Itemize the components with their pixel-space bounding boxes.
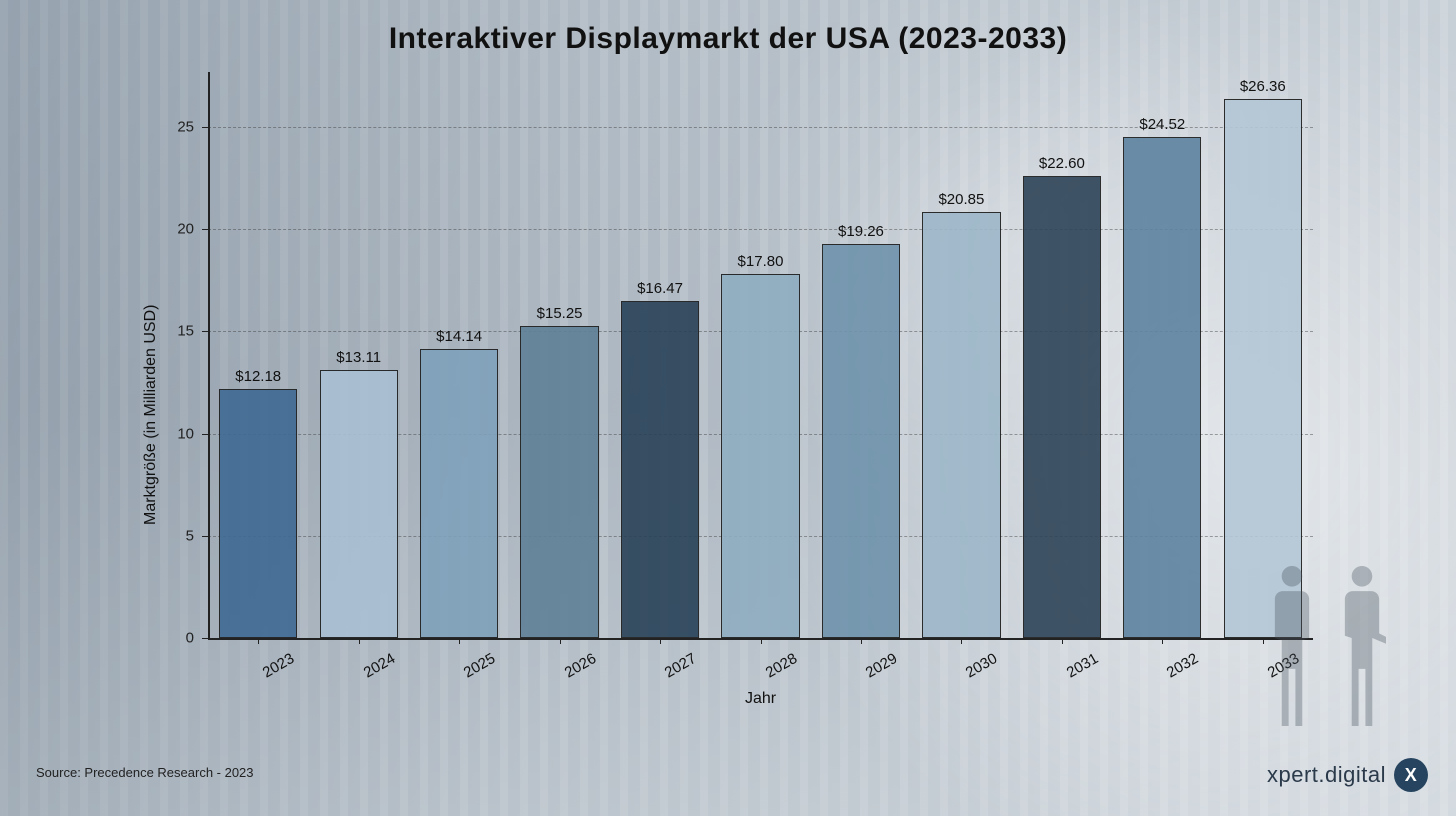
xtick-label: 2024 — [360, 650, 397, 681]
bar — [1023, 176, 1101, 638]
bar-value-label: $24.52 — [1139, 116, 1185, 133]
brand-watermark: xpert.digital X — [1267, 758, 1428, 792]
bar-value-label: $26.36 — [1240, 78, 1286, 95]
bar — [822, 244, 900, 638]
chart-stage: Interaktiver Displaymarkt der USA (2023-… — [0, 0, 1456, 816]
bar — [520, 326, 598, 638]
brand-text: xpert.digital — [1267, 762, 1386, 788]
bar-value-label: $17.80 — [738, 253, 784, 270]
plot-area: 0510152025Marktgröße (in Milliarden USD)… — [208, 72, 1313, 638]
silhouette-figure — [1268, 566, 1316, 726]
ytick-label: 0 — [154, 630, 194, 647]
bar-value-label: $22.60 — [1039, 155, 1085, 172]
bar-value-label: $14.14 — [436, 328, 482, 345]
bar — [621, 301, 699, 638]
y-axis-label: Marktgröße (in Milliarden USD) — [142, 304, 160, 525]
x-axis — [208, 638, 1313, 640]
chart-title: Interaktiver Displaymarkt der USA (2023-… — [0, 22, 1456, 56]
bar — [1224, 99, 1302, 638]
bar — [219, 389, 297, 638]
xtick-label: 2027 — [662, 650, 699, 681]
xtick-label: 2031 — [1064, 650, 1101, 681]
bar — [1123, 137, 1201, 638]
xtick-label: 2029 — [863, 650, 900, 681]
bar-value-label: $15.25 — [537, 305, 583, 322]
bar-value-label: $12.18 — [235, 368, 281, 385]
source-attribution: Source: Precedence Research - 2023 — [36, 765, 254, 780]
xtick-label: 2025 — [461, 650, 498, 681]
bar-value-label: $19.26 — [838, 223, 884, 240]
ytick-label: 10 — [154, 425, 194, 442]
xtick-label: 2030 — [963, 650, 1000, 681]
xtick-label: 2032 — [1164, 650, 1201, 681]
silhouette-figure — [1338, 566, 1386, 726]
ytick-label: 25 — [154, 118, 194, 135]
ytick-label: 15 — [154, 323, 194, 340]
x-axis-label: Jahr — [731, 690, 791, 708]
brand-badge: X — [1394, 758, 1428, 792]
y-axis — [208, 72, 210, 638]
xtick-label: 2023 — [260, 650, 297, 681]
xtick-label: 2026 — [561, 650, 598, 681]
bar — [320, 370, 398, 638]
bar — [922, 212, 1000, 638]
ytick-label: 20 — [154, 221, 194, 238]
bar — [721, 274, 799, 638]
bar-value-label: $16.47 — [637, 280, 683, 297]
bar — [420, 349, 498, 638]
bar-value-label: $13.11 — [336, 349, 381, 366]
xtick-label: 2028 — [762, 650, 799, 681]
ytick-label: 5 — [154, 527, 194, 544]
bar-value-label: $20.85 — [938, 191, 984, 208]
